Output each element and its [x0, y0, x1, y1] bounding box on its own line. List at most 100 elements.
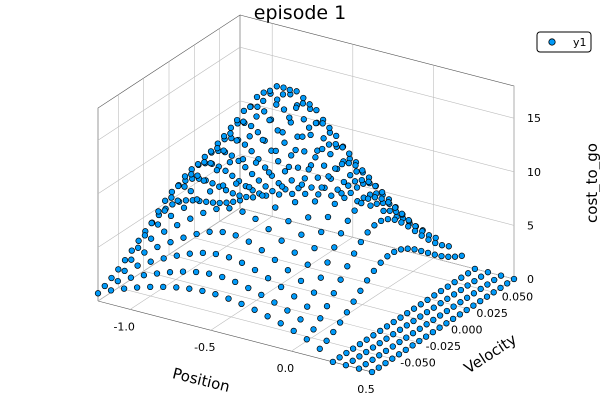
- data-point: [398, 219, 405, 226]
- data-point: [458, 252, 465, 259]
- data-point: [292, 146, 299, 154]
- data-point: [471, 265, 479, 273]
- data-point: [248, 148, 255, 155]
- data-point: [303, 336, 310, 343]
- data-point: [359, 167, 366, 174]
- data-point: [278, 237, 285, 244]
- data-point: [169, 201, 176, 208]
- data-point: [219, 273, 226, 281]
- data-point: [258, 247, 265, 254]
- data-point: [470, 302, 477, 309]
- data-point: [310, 326, 317, 333]
- data-point: [128, 256, 135, 263]
- data-point: [292, 104, 300, 111]
- data-point: [233, 180, 240, 187]
- data-point: [389, 343, 396, 350]
- data-point: [341, 194, 348, 202]
- data-point: [411, 246, 418, 253]
- data-point: [338, 160, 346, 168]
- data-point: [347, 172, 354, 179]
- data-point: [260, 89, 267, 96]
- data-point: [134, 244, 142, 251]
- data-point: [240, 107, 248, 115]
- data-point: [351, 207, 358, 214]
- data-point: [331, 244, 338, 251]
- data-point: [173, 284, 180, 291]
- data-point: [364, 229, 371, 236]
- data-point: [417, 313, 424, 320]
- data-point: [363, 277, 371, 284]
- data-point: [444, 295, 451, 302]
- data-point: [160, 283, 167, 291]
- data-point: [383, 323, 391, 330]
- data-point: [253, 113, 260, 120]
- data-point: [312, 154, 319, 161]
- data-point: [391, 248, 398, 256]
- data-point: [430, 316, 437, 324]
- data-point: [155, 208, 162, 215]
- data-point: [279, 91, 287, 98]
- data-point: [405, 223, 412, 230]
- data-point: [430, 304, 437, 311]
- data-point: [203, 198, 210, 205]
- data-point: [372, 182, 379, 190]
- chart-title: episode 1: [254, 2, 346, 24]
- data-point: [160, 255, 167, 262]
- data-point: [182, 197, 190, 204]
- data-point: [353, 168, 360, 175]
- data-point: [272, 147, 279, 155]
- data-point: [504, 280, 511, 287]
- data-point: [390, 331, 397, 338]
- data-point: [350, 298, 357, 305]
- data-point: [410, 305, 418, 312]
- data-point: [443, 307, 451, 315]
- data-point: [370, 332, 377, 339]
- data-point: [236, 192, 243, 199]
- data-point: [207, 160, 214, 167]
- data-point: [438, 252, 445, 260]
- grid-line-x: [371, 86, 515, 373]
- data-point: [107, 287, 115, 294]
- data-point: [319, 120, 326, 127]
- x-tick-label: -0.5: [194, 341, 215, 354]
- data-point: [233, 116, 241, 124]
- data-point: [331, 200, 338, 208]
- data-point: [346, 150, 353, 157]
- data-point: [286, 114, 293, 121]
- grid-line-z: [97, 207, 515, 302]
- data-point: [497, 284, 504, 292]
- data-point: [134, 262, 141, 269]
- data-point: [377, 259, 384, 266]
- data-point: [266, 87, 274, 94]
- data-point: [405, 217, 412, 224]
- data-point: [380, 207, 387, 215]
- data-point: [288, 152, 295, 159]
- data-point: [226, 159, 234, 166]
- data-point: [175, 182, 182, 190]
- data-point: [316, 345, 323, 352]
- data-point: [212, 291, 219, 298]
- data-point: [294, 164, 302, 171]
- data-point: [318, 228, 325, 236]
- data-point: [510, 275, 518, 283]
- data-point: [356, 353, 363, 360]
- data-point: [115, 266, 122, 273]
- data-point: [187, 187, 194, 195]
- data-point: [252, 159, 260, 166]
- data-point: [409, 330, 417, 337]
- data-point: [207, 148, 215, 155]
- data-point: [376, 352, 383, 359]
- data-point: [437, 287, 445, 295]
- data-point: [259, 192, 266, 199]
- data-point: [201, 159, 208, 166]
- data-point: [220, 133, 228, 140]
- data-point: [350, 250, 358, 257]
- data-point: [334, 186, 341, 193]
- data-point: [310, 289, 318, 296]
- data-point: [436, 312, 444, 319]
- data-point: [324, 213, 332, 221]
- data-point: [397, 246, 405, 253]
- data-point: [141, 232, 149, 239]
- data-point: [450, 291, 458, 298]
